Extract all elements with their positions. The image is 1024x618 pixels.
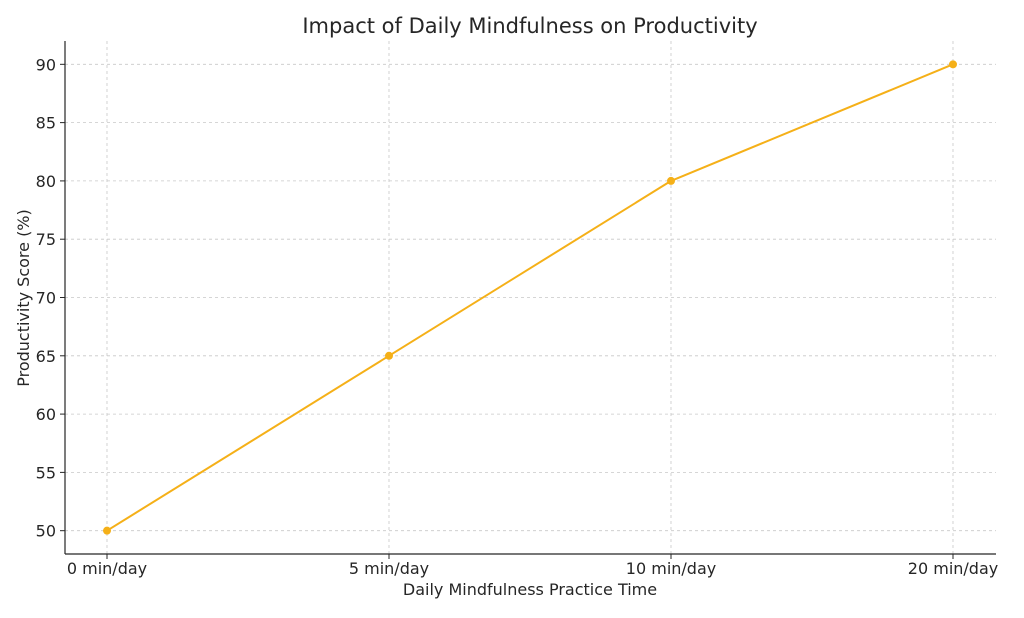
- x-tick-label: 20 min/day: [908, 559, 998, 578]
- grid: [65, 41, 996, 554]
- y-axis-label: Productivity Score (%): [14, 209, 33, 387]
- y-tick-label: 80: [36, 172, 56, 191]
- y-tick-label: 55: [36, 463, 56, 482]
- x-tick-label: 0 min/day: [67, 559, 147, 578]
- y-tick-label: 70: [36, 289, 56, 308]
- data-point: [949, 60, 957, 69]
- x-tick-label: 10 min/day: [626, 559, 716, 578]
- y-tick-label: 65: [36, 347, 56, 366]
- y-tick-label: 90: [36, 55, 56, 74]
- y-tick-label: 50: [36, 522, 56, 541]
- series: [103, 60, 957, 535]
- y-tick-label: 85: [36, 114, 56, 133]
- data-point: [103, 526, 111, 535]
- chart-title: Impact of Daily Mindfulness on Productiv…: [302, 14, 757, 38]
- ticks: 50 55 60 65 70 75 80 85 90 0 min/day 5 min/day 10 m…: [36, 55, 999, 578]
- y-tick-label: 60: [36, 405, 56, 424]
- series-line: [106, 63, 954, 532]
- x-tick-label: 5 min/day: [349, 559, 429, 578]
- data-point: [385, 351, 393, 360]
- data-point: [667, 176, 675, 185]
- y-tick-label: 75: [36, 230, 56, 249]
- x-axis-label: Daily Mindfulness Practice Time: [403, 580, 657, 599]
